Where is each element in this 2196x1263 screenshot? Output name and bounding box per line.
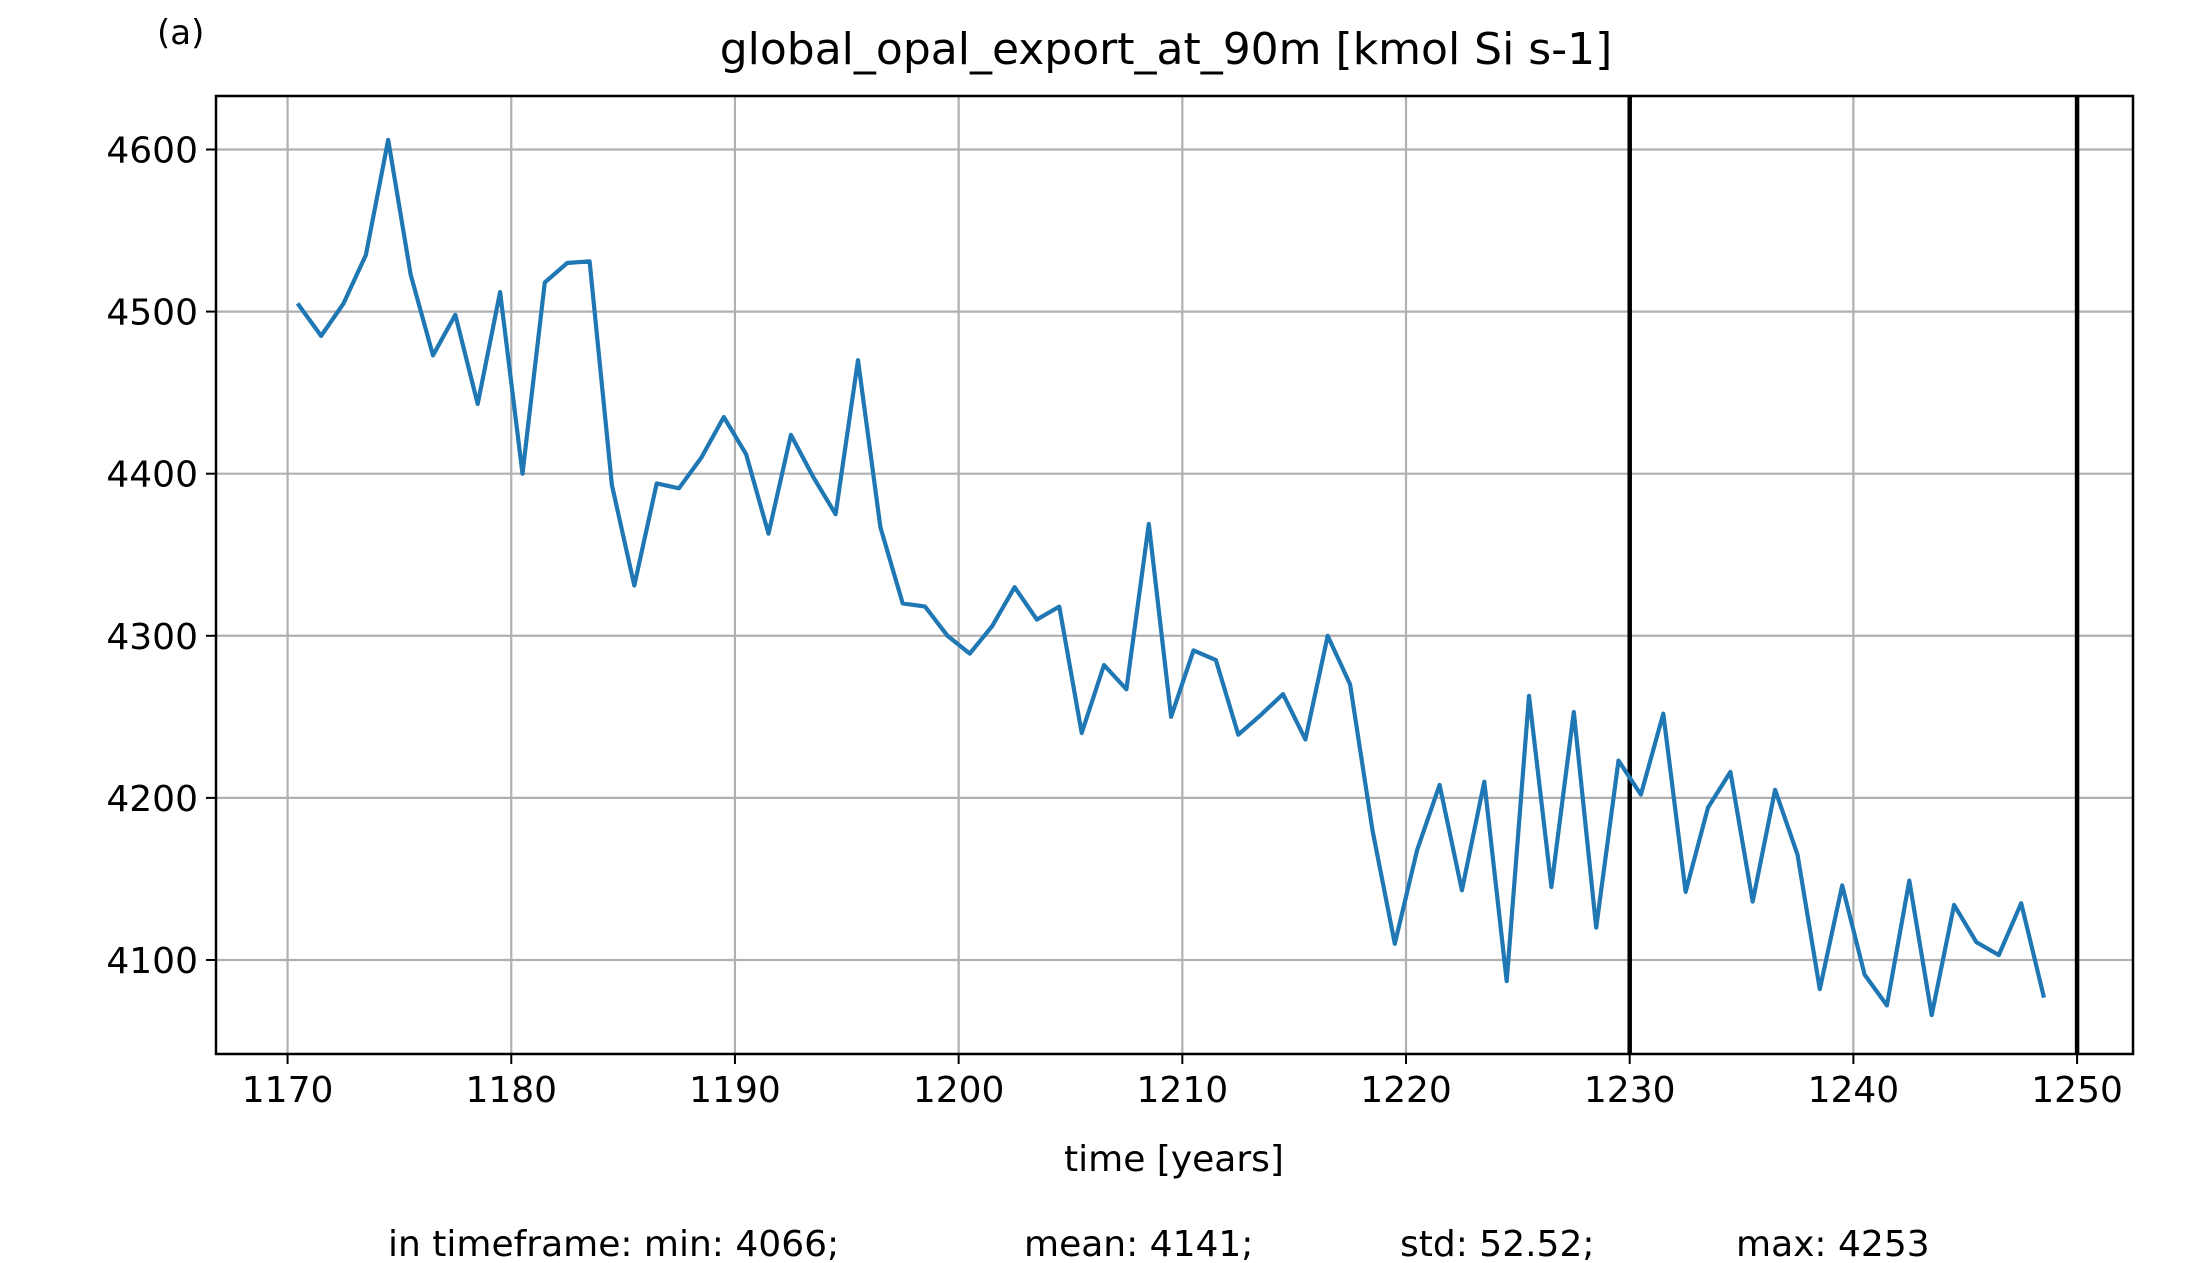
x-tick-label: 1170 (242, 1070, 334, 1111)
stats-max: max: 4253 (1736, 1224, 1930, 1263)
stats-mean: mean: 4141; (1024, 1224, 1253, 1263)
x-axis-label: time [years] (1064, 1139, 1284, 1180)
x-tick-label: 1220 (1360, 1070, 1452, 1111)
x-tick-label: 1250 (2031, 1070, 2123, 1111)
panel-label: (a) (157, 13, 204, 53)
x-tick-label: 1240 (1808, 1070, 1900, 1111)
series-group (295, 137, 2047, 1018)
y-tick-label: 4400 (106, 455, 198, 496)
stats-std: std: 52.52; (1400, 1224, 1594, 1263)
y-tick-label: 4200 (106, 779, 198, 820)
stats-min: in timeframe: min: 4066; (388, 1224, 839, 1263)
x-tick-label: 1230 (1584, 1070, 1676, 1111)
y-tick-label: 4600 (106, 130, 198, 171)
vertical-markers (1627, 96, 2080, 1054)
x-axis-ticks: 1170 1180 1190 1200 1210 1220 1230 1240 1250 (242, 1054, 2123, 1111)
plot-frame (214, 94, 2135, 1056)
series-line (295, 137, 2047, 1018)
x-tick-label: 1200 (913, 1070, 1005, 1111)
y-tick-label: 4100 (106, 941, 198, 982)
y-axis-ticks: 4100 4200 4300 4400 4500 4600 (106, 130, 216, 982)
chart-title: global_opal_export_at_90m [kmol Si s-1] (720, 24, 1613, 75)
y-tick-label: 4500 (106, 293, 198, 334)
x-tick-label: 1190 (689, 1070, 781, 1111)
x-tick-label: 1210 (1137, 1070, 1229, 1111)
x-tick-label: 1180 (465, 1070, 557, 1111)
y-tick-label: 4300 (106, 617, 198, 658)
